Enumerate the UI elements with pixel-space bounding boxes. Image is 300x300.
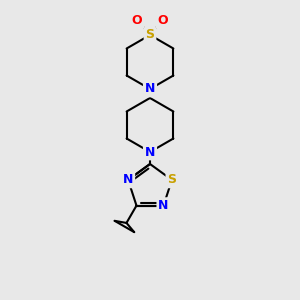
Text: N: N bbox=[145, 146, 155, 158]
Text: N: N bbox=[158, 199, 169, 212]
Text: S: S bbox=[167, 173, 176, 186]
Text: O: O bbox=[158, 14, 168, 28]
Text: S: S bbox=[146, 28, 154, 41]
Text: N: N bbox=[145, 82, 155, 95]
Text: O: O bbox=[132, 14, 142, 28]
Text: N: N bbox=[123, 173, 133, 186]
